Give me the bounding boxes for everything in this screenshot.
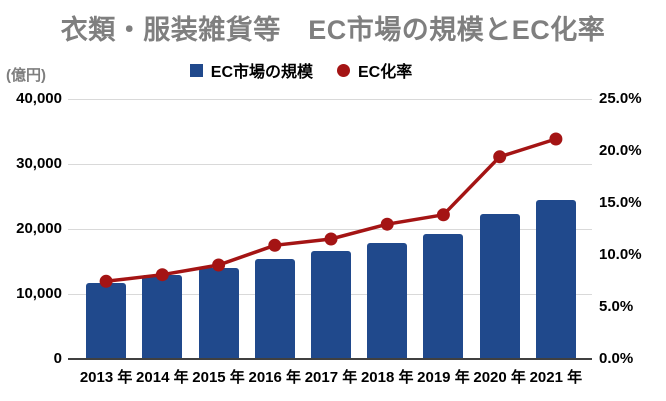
x-axis-label: 2017 年 — [304, 369, 358, 386]
bar-2015 年 — [198, 268, 239, 358]
right-axis-tick: 0.0% — [599, 350, 634, 367]
bar-series — [78, 99, 584, 358]
x-axis-label: 2019 年 — [417, 369, 470, 386]
ec-rate-point-2015 年 — [212, 258, 226, 272]
gridline — [68, 229, 592, 230]
ec-rate-point-2014 年 — [155, 268, 169, 282]
x-axis-label: 2020 年 — [473, 369, 526, 386]
gridline — [68, 164, 592, 165]
right-axis-tick: 10.0% — [599, 246, 642, 263]
ec-rate-point-2016 年 — [268, 238, 282, 252]
right-axis-tick: 5.0% — [599, 298, 634, 315]
gridline — [68, 99, 592, 100]
ec-rate-point-2018 年 — [380, 217, 394, 231]
legend-line-label: EC化率 — [358, 64, 413, 81]
right-axis-tick: 15.0% — [599, 194, 642, 211]
x-axis-label: 2015 年 — [192, 369, 245, 386]
bar-2014 年 — [142, 274, 183, 358]
x-axis-label: 2014 年 — [136, 369, 189, 386]
left-axis-tick: 20,000 — [16, 220, 62, 237]
left-axis-unit-label: (億円) — [6, 67, 46, 84]
x-axis-label: 2018 年 — [360, 369, 414, 386]
line-series — [99, 132, 563, 288]
ec-rate-point-2021 年 — [549, 132, 563, 146]
bar-series-swatch-icon — [189, 63, 203, 77]
x-axis-label: 2016 年 — [248, 369, 302, 386]
legend-item-market-size: EC市場の規模 — [189, 58, 313, 82]
bar-2017 年 — [311, 251, 351, 358]
right-axis-tick: 25.0% — [599, 90, 642, 107]
bar-2021 年 — [535, 200, 576, 358]
x-axis-label: 2013 年 — [79, 369, 133, 386]
left-axis-tick: 0 — [53, 350, 62, 367]
legend-item-ec-rate: EC化率 — [337, 58, 412, 82]
bar-2018 年 — [367, 242, 408, 358]
line-series-swatch-icon — [337, 63, 350, 77]
ec-rate-line — [105, 137, 557, 284]
x-axis-line — [68, 358, 592, 360]
ec-rate-point-2020 年 — [493, 150, 507, 164]
ec-rate-point-2013 年 — [99, 274, 113, 288]
ec-rate-point-2017 年 — [324, 232, 338, 246]
bar-2020 年 — [479, 213, 520, 358]
left-axis-tick: 40,000 — [16, 90, 62, 107]
bar-2013 年 — [86, 282, 127, 358]
ec-rate-point-2019 年 — [436, 208, 450, 222]
right-axis-tick: 20.0% — [599, 142, 642, 159]
left-axis-tick: 30,000 — [16, 155, 62, 172]
x-axis-label: 2021 年 — [529, 369, 583, 386]
chart-title: 衣類・服装雑貨等 EC市場の規模とEC化率 — [60, 15, 606, 45]
legend: EC市場の規模 EC化率 — [0, 58, 666, 82]
bar-2016 年 — [254, 258, 295, 358]
legend-bar-label: EC市場の規模 — [210, 64, 313, 81]
left-axis-tick: 10,000 — [16, 285, 62, 302]
bar-2019 年 — [423, 233, 464, 358]
